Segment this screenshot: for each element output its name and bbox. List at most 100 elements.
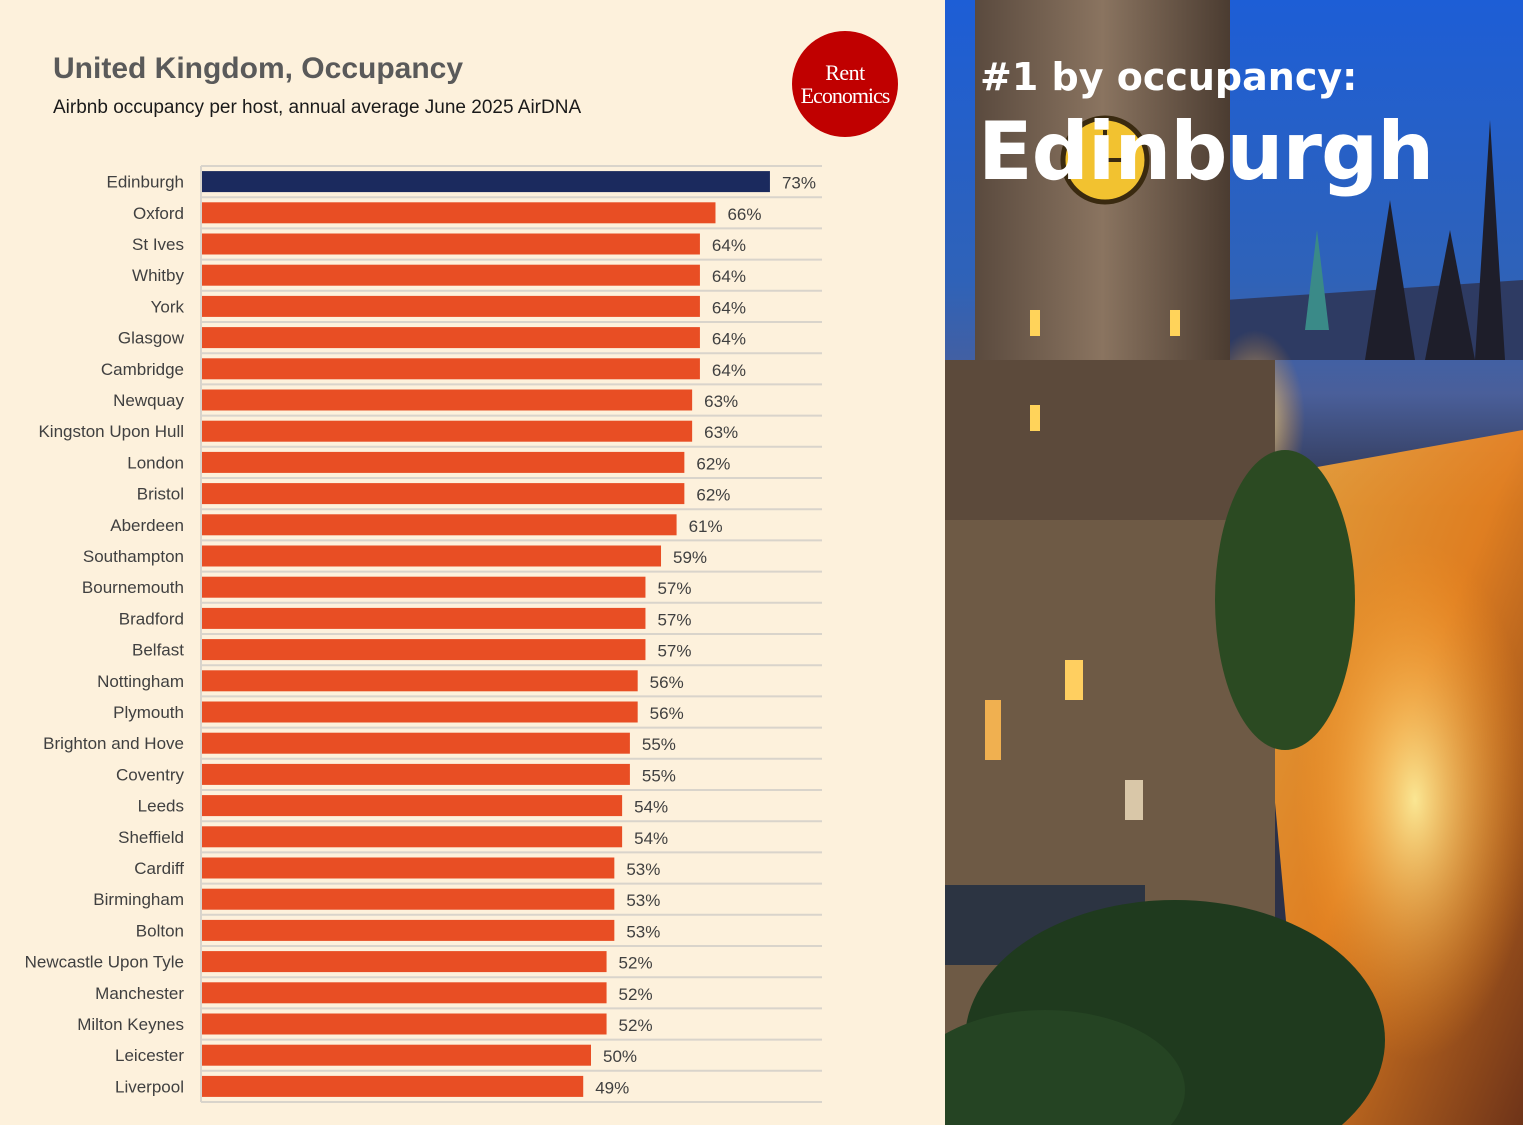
category-label: Glasgow: [118, 329, 185, 348]
bar-13: [202, 576, 646, 598]
data-label: 59%: [673, 548, 707, 567]
bar-5: [202, 327, 700, 349]
bar-27: [202, 1013, 607, 1035]
data-label: 57%: [657, 579, 691, 598]
data-label: 53%: [626, 891, 660, 910]
chart-title: United Kingdom, Occupancy: [53, 52, 464, 85]
data-label: 62%: [696, 486, 730, 505]
category-label: Bradford: [119, 609, 184, 628]
bar-10: [202, 483, 685, 505]
bar-23: [202, 888, 615, 910]
data-label: 54%: [634, 829, 668, 848]
category-label: Whitby: [132, 266, 184, 285]
logo-line-2: Economics: [800, 83, 891, 108]
data-label: 61%: [689, 517, 723, 536]
category-label: Brighton and Hove: [43, 734, 184, 753]
bar-15: [202, 639, 646, 661]
bar-20: [202, 795, 623, 817]
bar-11: [202, 514, 677, 536]
category-label: Newquay: [113, 391, 184, 410]
bar-12: [202, 545, 662, 567]
category-label: Leicester: [115, 1046, 184, 1065]
data-label: 62%: [696, 454, 730, 473]
category-label: St Ives: [132, 235, 184, 254]
category-label: London: [127, 453, 184, 472]
category-label: Milton Keynes: [77, 1015, 184, 1034]
category-label: Belfast: [132, 641, 184, 660]
bar-26: [202, 982, 607, 1004]
data-label: 55%: [642, 735, 676, 754]
category-label: York: [151, 297, 185, 316]
bar-4: [202, 295, 700, 317]
category-label: Cambridge: [101, 360, 184, 379]
category-label: Kingston Upon Hull: [38, 422, 184, 441]
bar-22: [202, 857, 615, 879]
data-label: 56%: [650, 673, 684, 692]
data-label: 64%: [712, 298, 746, 317]
bar-chart: Edinburgh 73% Oxford 66% St Ives 64% Whitby 64%…: [25, 165, 822, 1103]
data-label: 57%: [657, 642, 691, 661]
category-label: Leeds: [138, 797, 184, 816]
bar-3: [202, 264, 700, 286]
bar-0: [202, 171, 770, 193]
logo-line-1: Rent: [825, 59, 865, 85]
data-label: 52%: [619, 1016, 653, 1035]
category-label: Bournemouth: [82, 578, 184, 597]
category-label: Manchester: [95, 984, 184, 1003]
bar-7: [202, 389, 693, 411]
category-label: Plymouth: [113, 703, 184, 722]
category-label: Bristol: [137, 485, 184, 504]
data-label: 56%: [650, 704, 684, 723]
category-label: Liverpool: [115, 1077, 184, 1096]
data-label: 52%: [619, 954, 653, 973]
category-label: Birmingham: [93, 890, 184, 909]
data-label: 73%: [782, 174, 816, 193]
category-label: Cardiff: [134, 859, 184, 878]
category-label: Sheffield: [118, 828, 184, 847]
data-label: 52%: [619, 985, 653, 1004]
data-label: 64%: [712, 267, 746, 286]
data-label: 50%: [603, 1047, 637, 1066]
category-label: Nottingham: [97, 672, 184, 691]
bar-25: [202, 951, 607, 973]
bar-8: [202, 420, 693, 442]
bar-9: [202, 451, 685, 473]
data-label: 53%: [626, 860, 660, 879]
data-label: 64%: [712, 330, 746, 349]
data-label: 53%: [626, 922, 660, 941]
data-label: 64%: [712, 236, 746, 255]
bar-2: [202, 233, 700, 255]
bar-28: [202, 1044, 591, 1066]
city-skyline-illustration: [945, 0, 1523, 1125]
category-label: Aberdeen: [110, 516, 184, 535]
photo-headline: #1 by occupancy:: [980, 55, 1358, 99]
bar-16: [202, 670, 638, 692]
category-label: Southampton: [83, 547, 184, 566]
bar-18: [202, 732, 630, 754]
data-label: 54%: [634, 798, 668, 817]
bar-6: [202, 358, 700, 380]
data-label: 63%: [704, 392, 738, 411]
bar-19: [202, 763, 630, 785]
bar-29: [202, 1075, 584, 1097]
data-label: 64%: [712, 361, 746, 380]
data-label: 57%: [657, 610, 691, 629]
bar-17: [202, 701, 638, 723]
category-label: Edinburgh: [106, 173, 184, 192]
category-label: Coventry: [116, 765, 185, 784]
bar-21: [202, 826, 623, 848]
rent-economics-logo: Rent Economics: [792, 31, 898, 137]
data-label: 49%: [595, 1078, 629, 1097]
category-label: Bolton: [136, 921, 184, 940]
edinburgh-photo: #1 by occupancy: Edinburgh: [945, 0, 1523, 1125]
photo-city-name: Edinburgh: [978, 105, 1434, 198]
chart-subtitle: Airbnb occupancy per host, annual averag…: [53, 97, 582, 118]
category-label: Oxford: [133, 204, 184, 223]
data-label: 63%: [704, 423, 738, 442]
bar-14: [202, 607, 646, 629]
bar-24: [202, 919, 615, 941]
bar-1: [202, 202, 716, 224]
data-label: 66%: [727, 205, 761, 224]
chart-panel: United Kingdom, Occupancy Airbnb occupan…: [24, 31, 898, 1103]
